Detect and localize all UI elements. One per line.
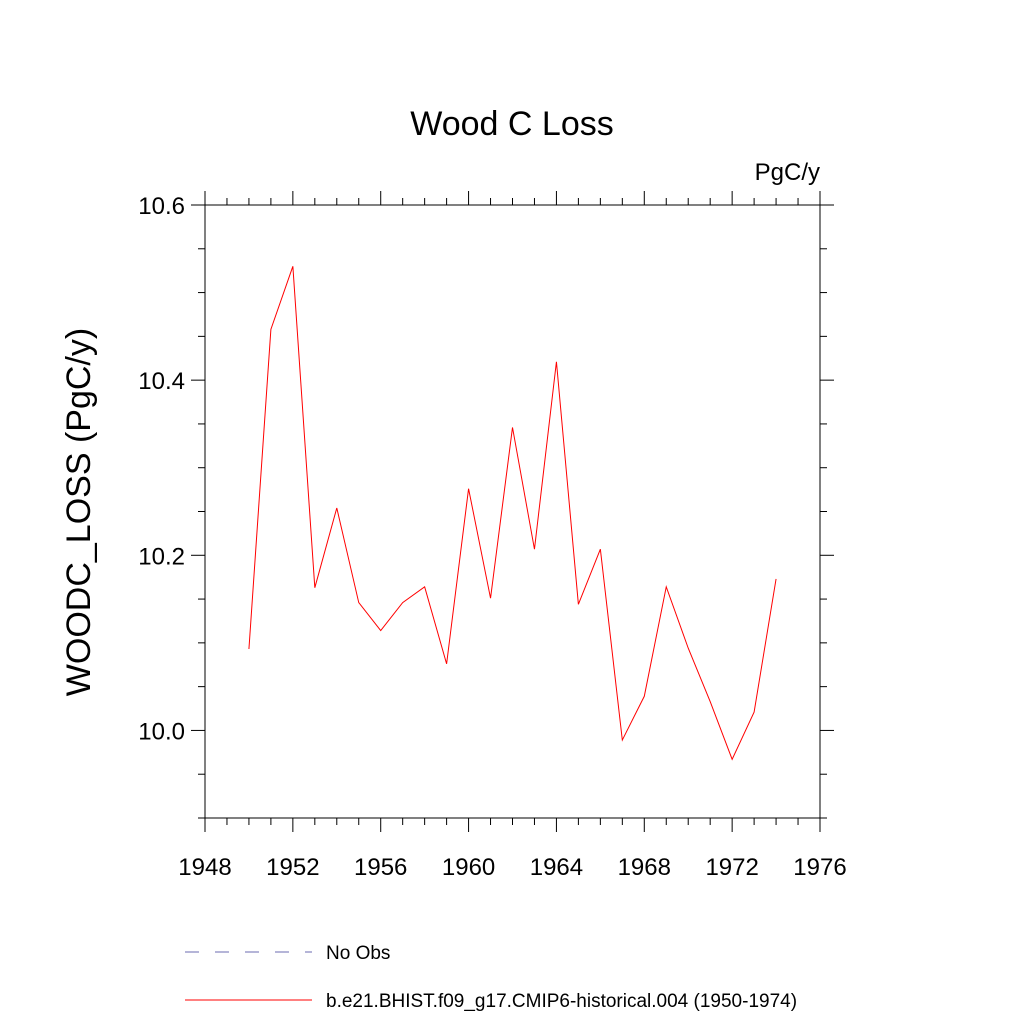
series-line [248, 266, 777, 761]
legend-label: b.e21.BHIST.f09_g17.CMIP6-historical.004… [326, 991, 797, 1012]
plot-series [248, 266, 777, 761]
y-axis-label: WOODC_LOSS (PgC/y) [60, 328, 98, 696]
x-tick-label: 1960 [442, 854, 495, 881]
y-tick-label: 10.0 [138, 718, 185, 745]
y-tick-label: 10.4 [138, 368, 185, 395]
x-tick-label: 1968 [618, 854, 671, 881]
y-tick-label: 10.6 [138, 193, 185, 220]
x-tick-label: 1948 [178, 854, 231, 881]
units-label: PgC/y [755, 159, 820, 186]
plot-frame [204, 204, 821, 819]
x-tick-label: 1972 [705, 854, 758, 881]
chart-title: Wood C Loss [410, 105, 613, 143]
axis-tick-labels: 1948 1952 1956 1960 1964 1968 1972 1976 10.0 10.2… [138, 193, 846, 881]
axis-ticks [191, 191, 834, 832]
x-tick-label: 1976 [793, 854, 846, 881]
y-tick-label: 10.2 [138, 543, 185, 570]
x-tick-label: 1952 [266, 854, 319, 881]
x-tick-label: 1956 [354, 854, 407, 881]
legend: No Obs b.e21.BHIST.f09_g17.CMIP6-historic… [185, 943, 797, 1012]
legend-label: No Obs [326, 943, 390, 964]
x-tick-label: 1964 [530, 854, 583, 881]
